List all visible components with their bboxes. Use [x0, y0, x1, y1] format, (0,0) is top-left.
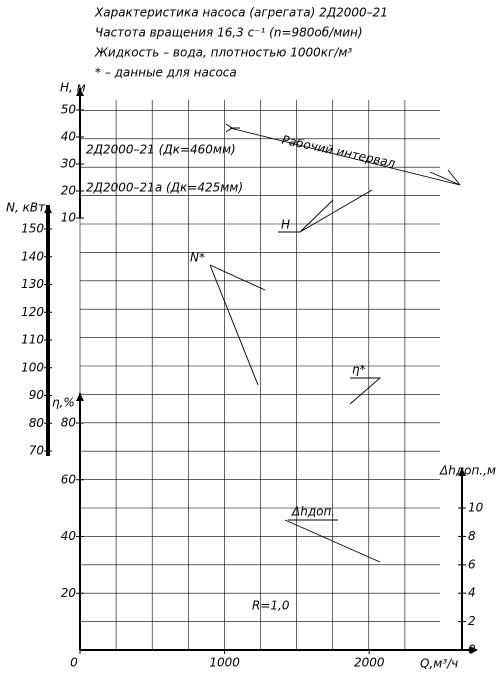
y-tick-label: 40	[61, 529, 77, 543]
arrow	[458, 468, 466, 476]
leader	[225, 123, 240, 133]
leader	[229, 127, 461, 186]
y-tick-label: 30	[61, 157, 77, 171]
annotation: 2Д2000–21 (Дк=460мм)	[86, 143, 236, 157]
annotation: η*	[352, 363, 366, 377]
leader	[278, 189, 373, 233]
leader	[209, 264, 266, 386]
title-line: * – данные для насоса	[95, 66, 237, 80]
x-tick-label: 2000	[354, 656, 385, 670]
x-tick-label: 1000	[209, 656, 240, 670]
leader	[349, 377, 382, 405]
y-tick-label: 110	[21, 333, 44, 347]
y-tick-label: 70	[29, 444, 45, 458]
y-tick-label: 40	[61, 130, 77, 144]
x-axis-label: Q,м³/ч	[420, 657, 458, 671]
x-tick-label: 0	[70, 656, 78, 670]
y-axis-label: H, м	[60, 81, 86, 95]
y-tick-label: 50	[61, 103, 77, 117]
y-tick-label: 130	[21, 277, 44, 291]
title-line: Частота вращения 16,3 с⁻¹ (n=980об/мин)	[95, 26, 363, 40]
y-tick-label: 10	[61, 211, 77, 225]
y-tick-label: 0	[468, 643, 476, 657]
y-tick-label: 8	[468, 529, 476, 543]
y-tick-label: 80	[61, 416, 77, 430]
title-line: Характеристика насоса (агрегата) 2Д2000–…	[94, 6, 388, 20]
y-tick-label: 6	[468, 557, 476, 571]
arrow	[76, 88, 84, 96]
y-tick-label: 80	[29, 416, 45, 430]
y-tick-label: 20	[61, 184, 77, 198]
y-tick-label: 4	[468, 586, 476, 600]
arrow	[470, 646, 478, 654]
y-axis-label: N, кВт	[6, 201, 46, 215]
leader	[284, 519, 381, 563]
y-tick-label: 2	[468, 614, 476, 628]
y-tick-label: 140	[21, 249, 44, 263]
y-tick-label: 100	[21, 360, 44, 374]
annotation: Δhдоп.	[291, 505, 335, 519]
arrow	[44, 205, 52, 213]
y-tick-label: 20	[61, 586, 77, 600]
y-tick-label: 90	[29, 388, 45, 402]
annotation: 2Д2000–21а (Дк=425мм)	[86, 181, 243, 195]
y-axis-label: η,%	[52, 396, 75, 410]
y-tick-label: 10	[468, 501, 484, 515]
annotation: N*	[190, 251, 205, 265]
annotation: R=1,0	[252, 599, 290, 613]
grid	[79, 100, 440, 651]
y-tick-label: 150	[21, 222, 44, 236]
title-line: Жидкость – вода, плотностью 1000кг/м³	[94, 46, 352, 60]
arrow	[76, 393, 84, 401]
y-tick-label: 120	[21, 305, 44, 319]
y-axis-label: Δhдоп.,м	[439, 464, 496, 478]
y-tick-label: 60	[61, 472, 77, 486]
annotation: H	[281, 218, 290, 232]
